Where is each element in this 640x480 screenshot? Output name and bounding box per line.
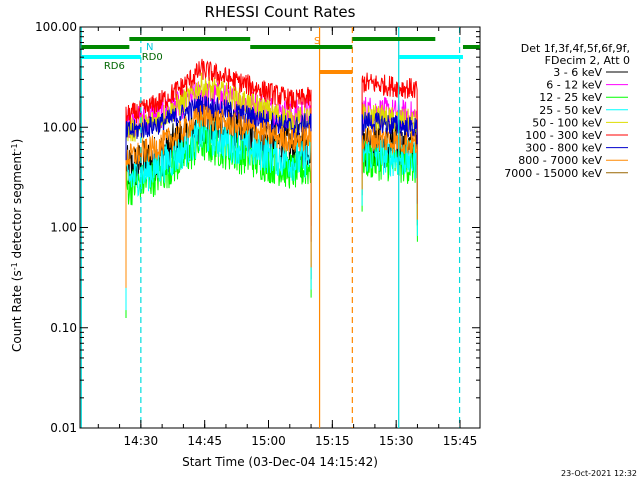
series-segment-1 [125,115,312,311]
x-tick-label: 15:30 [379,434,414,448]
series-segment-2 [361,112,418,204]
series-trace-5 [125,58,418,247]
series-segment-2 [361,72,418,166]
legend-label: 12 - 25 keV [539,91,602,104]
y-tick-label: 1.00 [50,221,77,235]
x-tick-label: 15:00 [251,434,286,448]
y-label-part-2: detector segment [10,151,24,262]
series-segment-1 [125,58,312,247]
timestamp: 23-Oct-2021 12:32 [561,469,637,478]
y-axis-ticks: 0.01 0.10 1.00 10.00 100.00 [35,20,480,435]
series-layer [125,58,418,318]
legend-header-line-1: Det 1f,3f,4f,5f,6f,9f, [521,42,630,55]
x-tick-label: 15:15 [315,434,350,448]
flag-label: RD0 [142,52,163,63]
legend: Det 1f,3f,4f,5f,6f,9f, FDecim 2, Att 0 3… [504,42,630,180]
y-axis-label: Count Rate (s-1 detector segment-1) [10,139,24,352]
series-segment-2 [361,137,418,236]
series-trace-3 [125,115,418,311]
x-tick-label: 14:45 [187,434,222,448]
plot-frame [79,26,481,429]
x-tick-label: 15:45 [443,434,478,448]
legend-label: 100 - 300 keV [525,129,602,142]
y-tick-label: 100.00 [35,20,77,34]
legend-label: 7000 - 15000 keV [504,167,602,180]
x-axis-ticks: 14:30 14:45 15:00 15:15 15:30 15:45 [97,27,478,448]
legend-label: 300 - 800 keV [525,142,602,155]
y-label-exp-2: -1 [10,143,19,151]
y-label-exp-1: -1 [10,262,19,270]
flag-label: N [146,42,153,53]
y-tick-label: 0.10 [50,321,77,335]
legend-label: 800 - 7000 keV [518,154,602,167]
y-label-part-3: ) [10,139,24,144]
y-tick-label: 10.00 [43,120,77,134]
legend-label: 6 - 12 keV [546,79,602,92]
x-axis-label: Start Time (03-Dec-04 14:15:42) [182,455,378,469]
chart-title: RHESSI Count Rates [205,3,356,21]
y-tick-label: 0.01 [50,421,77,435]
series-segment-1 [125,104,312,288]
flag-label: RD6 [104,61,125,72]
y-label-part-1: Count Rate (s [10,270,24,352]
x-tick-label: 14:30 [124,434,159,448]
series-segment-1 [125,72,312,263]
legend-label: 3 - 6 keV [553,66,602,79]
flag-label: S [314,36,320,47]
legend-label: 25 - 50 keV [539,104,602,117]
legend-header-line-2: FDecim 2, Att 0 [545,54,630,67]
series-trace-7 [125,104,418,288]
legend-label: 50 - 100 keV [532,116,602,129]
series-segment-2 [361,126,418,220]
